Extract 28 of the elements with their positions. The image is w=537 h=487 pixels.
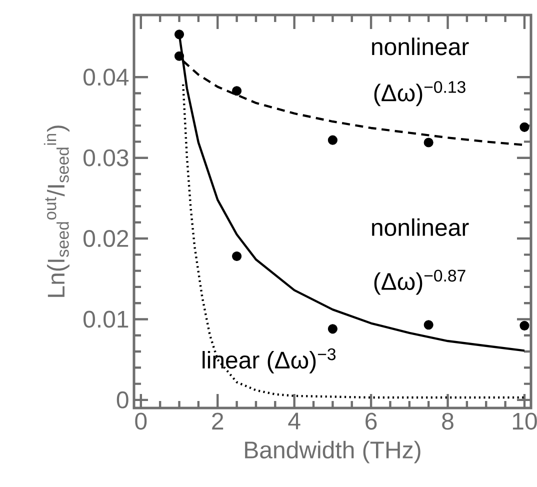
x-tick-label: 10 <box>512 412 537 430</box>
point <box>520 122 530 132</box>
point <box>424 138 434 148</box>
y-tick-label: 0.03 <box>84 149 128 166</box>
x-tick-label: 2 <box>212 412 224 430</box>
y-tick-label: 0.02 <box>84 230 128 248</box>
point <box>174 30 184 40</box>
x-tick-label: 0 <box>135 412 147 430</box>
point <box>328 135 338 145</box>
x-tick-label: 6 <box>366 412 377 430</box>
x-axis-title: Bandwidth (THz) <box>245 440 420 464</box>
point <box>520 320 530 330</box>
annotation: (Δω)$^{−0.87}$ <box>374 270 466 295</box>
annotation: (Δω)$^{−0.13}$ <box>374 81 466 106</box>
y-tick-label: 0.01 <box>84 310 128 328</box>
point <box>232 86 242 96</box>
point <box>174 51 184 61</box>
x-tick-label: 4 <box>288 412 300 430</box>
point <box>328 324 338 334</box>
x-tick-label: 8 <box>442 412 454 430</box>
annotation: nonlinear <box>372 38 469 56</box>
annotation: linear (Δω)$^{−3}$ <box>202 348 336 374</box>
y-tick-label: 0 <box>116 391 128 408</box>
y-tick-label: 0.04 <box>84 68 129 86</box>
y-axis-title: Ln(I$_{seed}$$^{out}$/I$_{seed}$$^{in}$) <box>44 126 70 297</box>
annotation: nonlinear <box>372 218 469 236</box>
point <box>232 252 242 262</box>
point <box>424 320 434 330</box>
